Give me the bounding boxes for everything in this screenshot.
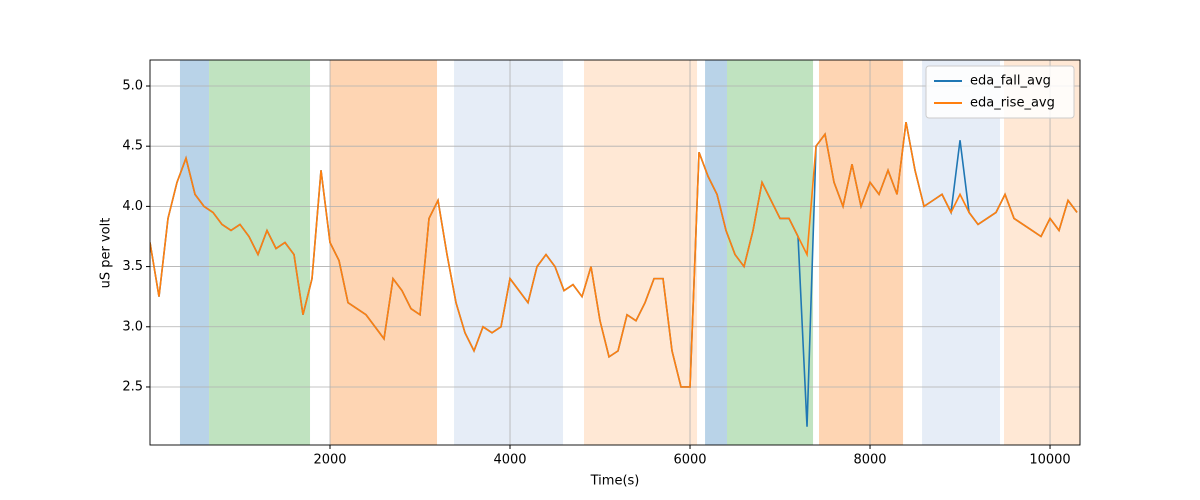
data-line	[150, 121, 1078, 388]
shaded-span	[818, 60, 904, 445]
y-tick-label: 4.0	[122, 199, 143, 214]
shaded-span	[922, 60, 1000, 445]
x-tick-label: 10000	[1029, 453, 1070, 468]
shaded-span	[1004, 60, 1080, 445]
x-tick-label: 8000	[853, 453, 886, 468]
x-tick-label: 6000	[673, 453, 706, 468]
shaded-span	[454, 60, 564, 445]
y-axis-label: uS per volt	[99, 218, 114, 289]
y-tick-label: 3.0	[122, 319, 143, 334]
legend-label: eda_rise_avg	[970, 96, 1055, 111]
shaded-span	[330, 60, 438, 445]
legend-box	[925, 65, 1075, 119]
y-tick-label: 3.5	[122, 259, 143, 274]
y-tick-label: 5.0	[122, 79, 143, 94]
plot-frame	[149, 59, 1081, 446]
shaded-span	[583, 60, 698, 445]
x-tick-label: 4000	[493, 453, 526, 468]
x-tick-label: 2000	[313, 453, 346, 468]
y-tick-label: 2.5	[122, 379, 143, 394]
shaded-span	[179, 60, 210, 445]
shaded-span	[705, 60, 728, 445]
x-axis-label: Time(s)	[590, 474, 640, 489]
legend-label: eda_fall_avg	[970, 74, 1051, 89]
y-tick-label: 4.5	[122, 139, 143, 154]
